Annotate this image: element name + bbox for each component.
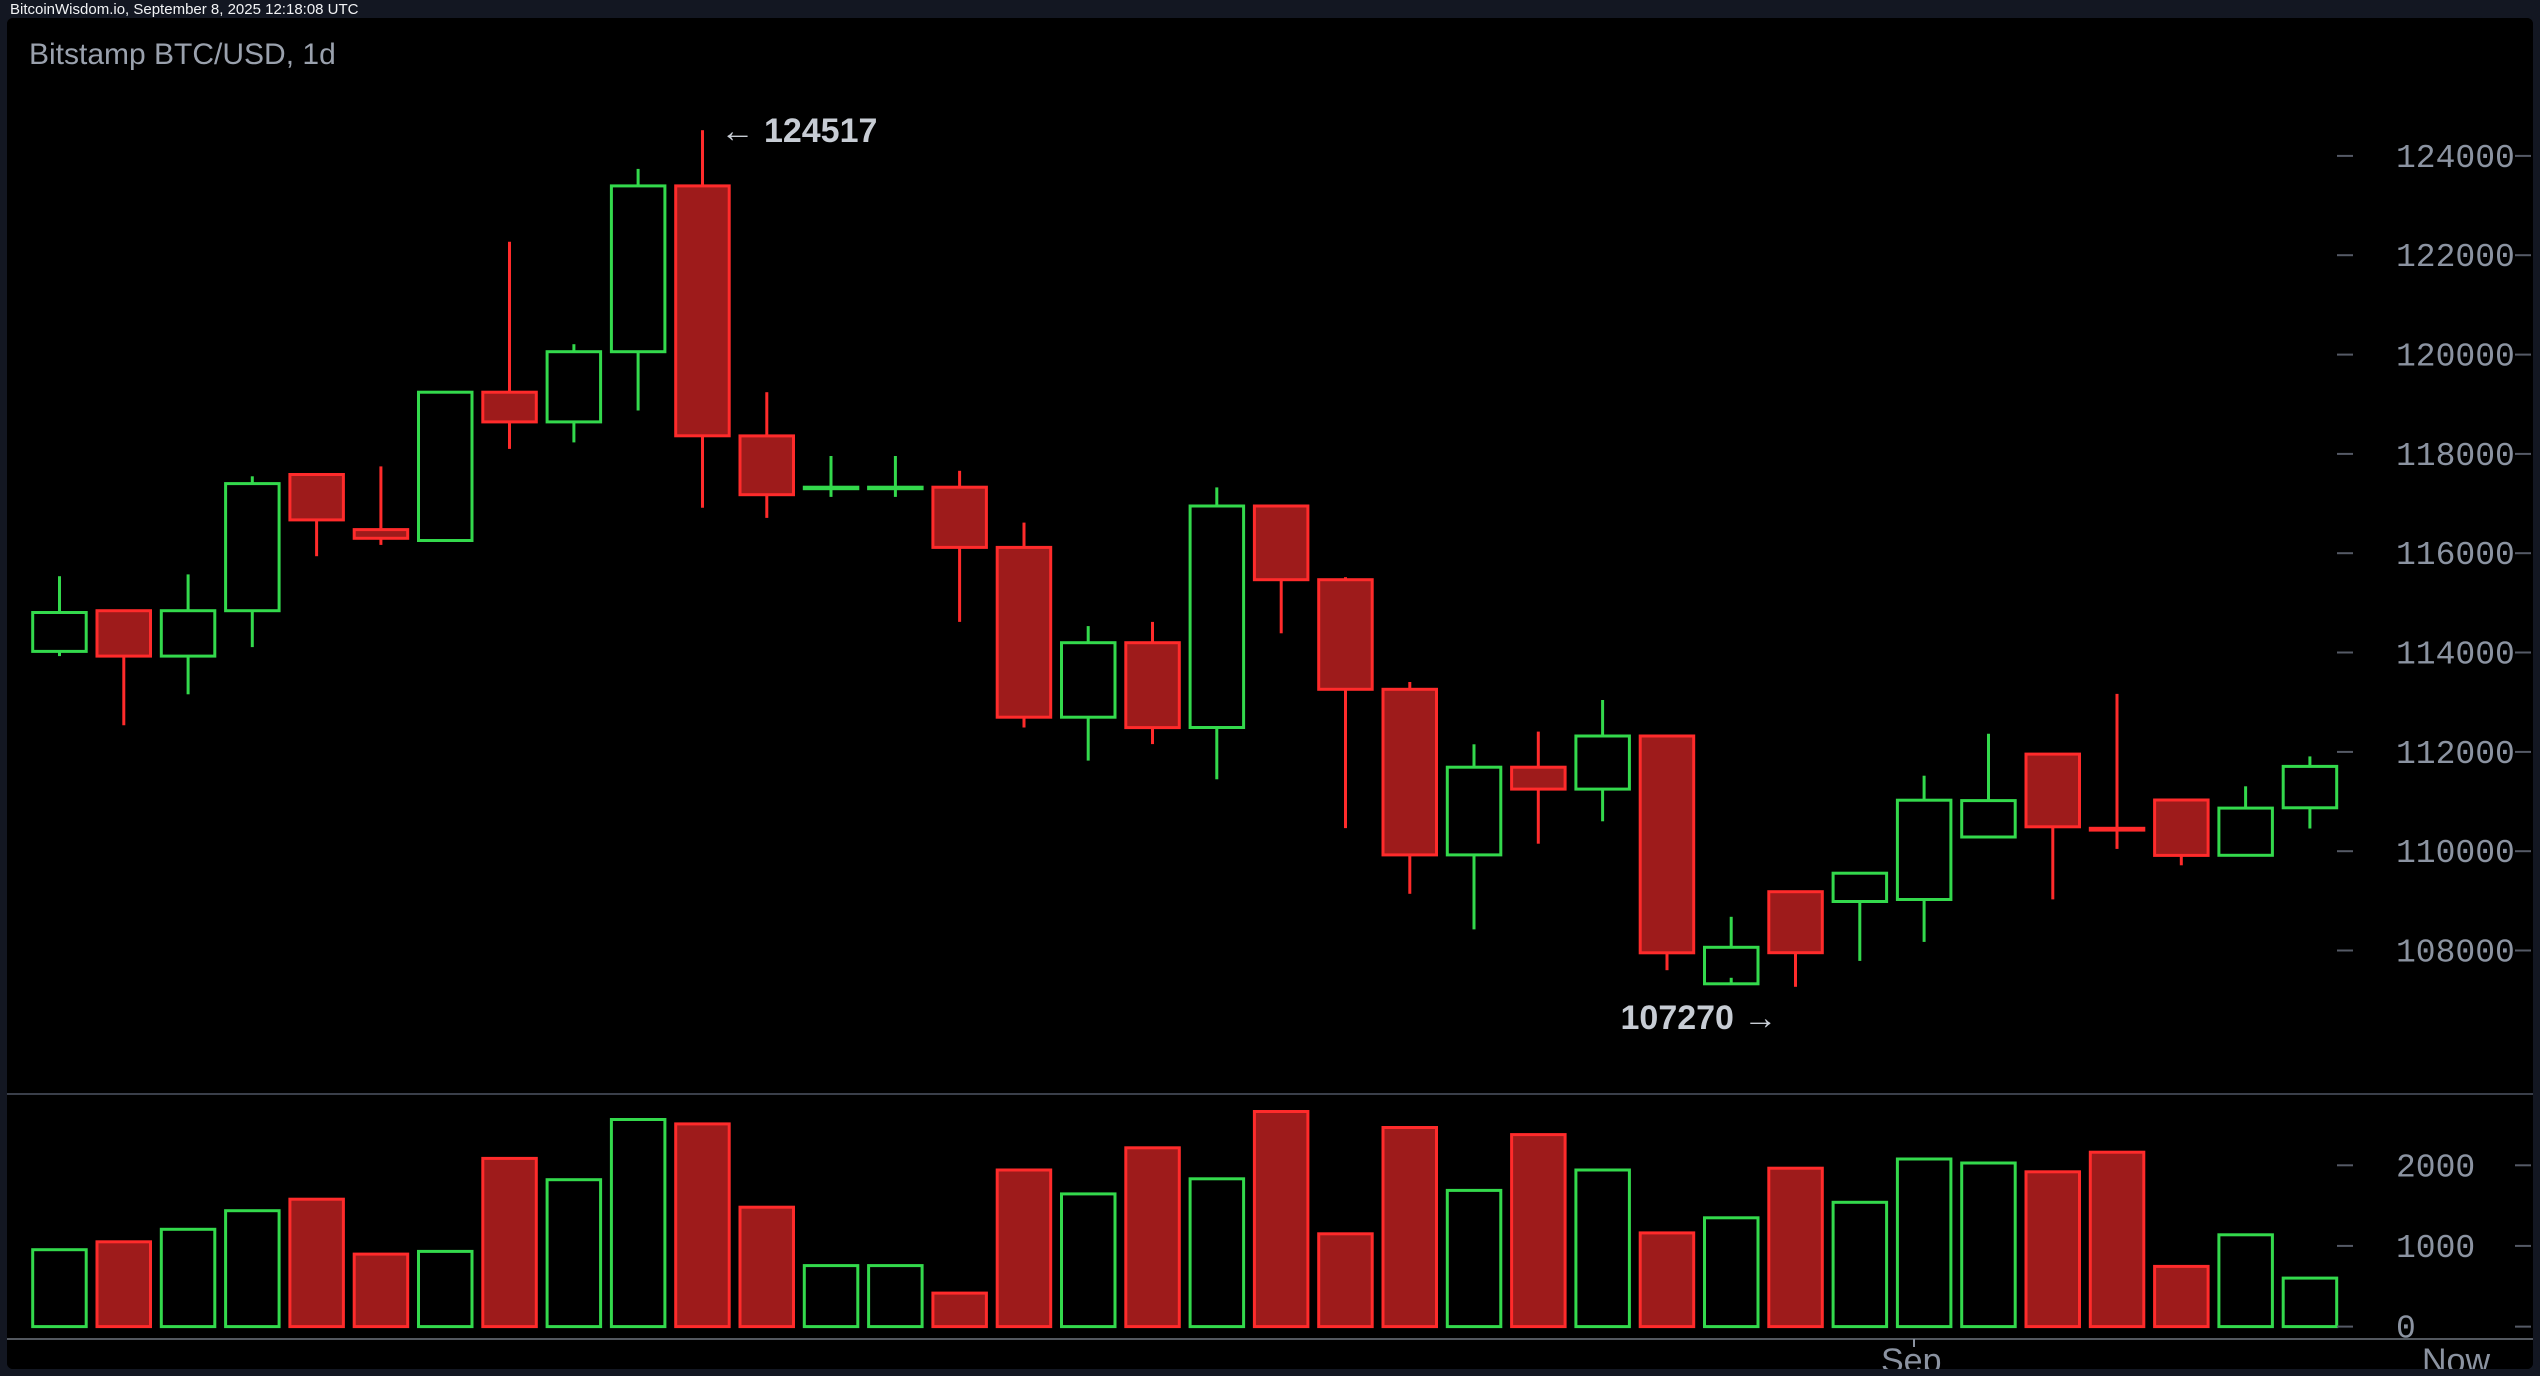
svg-text:120000: 120000 <box>2396 339 2515 376</box>
svg-text:116000: 116000 <box>2396 537 2515 574</box>
svg-text:114000: 114000 <box>2396 637 2515 674</box>
svg-text:107270 →: 107270 → <box>1621 999 1778 1037</box>
svg-text:1000: 1000 <box>2396 1230 2475 1267</box>
svg-text:Now: Now <box>2422 1342 2490 1369</box>
svg-text:124000: 124000 <box>2396 140 2515 177</box>
svg-text:112000: 112000 <box>2396 736 2515 773</box>
svg-text:110000: 110000 <box>2396 835 2515 872</box>
svg-text:Sep: Sep <box>1881 1342 1942 1369</box>
svg-text:108000: 108000 <box>2396 935 2515 972</box>
svg-text:0: 0 <box>2396 1311 2416 1348</box>
svg-text:← 124517: ← 124517 <box>721 112 878 150</box>
svg-text:122000: 122000 <box>2396 239 2515 276</box>
svg-text:2000: 2000 <box>2396 1149 2475 1186</box>
svg-text:118000: 118000 <box>2396 438 2515 475</box>
